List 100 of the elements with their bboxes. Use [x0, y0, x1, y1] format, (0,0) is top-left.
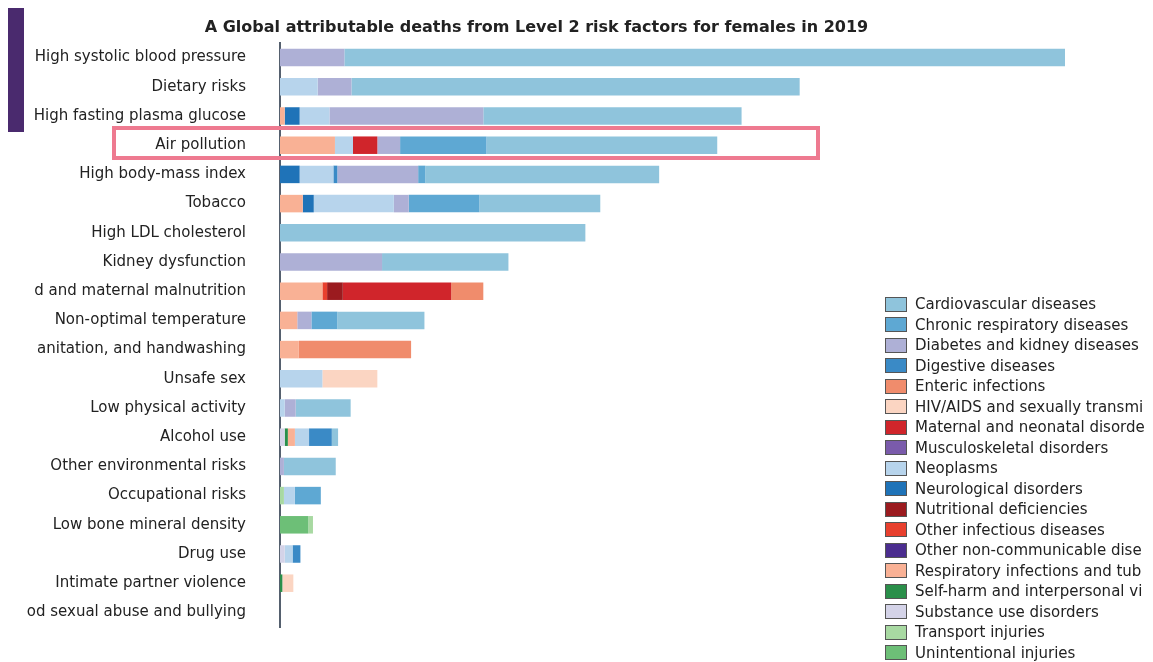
legend-label: Other non-communicable dise: [915, 541, 1142, 560]
y-tick-label: Low physical activity: [90, 397, 247, 416]
legend-label: Neoplasms: [915, 459, 998, 478]
legend-label: Transport injuries: [915, 623, 1045, 642]
bar: [280, 194, 303, 213]
bar: [292, 545, 301, 563]
bar: [486, 136, 718, 154]
legend-label: Musculoskeletal disorders: [915, 438, 1109, 457]
legend-label: Neurological disorders: [915, 479, 1083, 498]
y-tick-label: Low bone mineral density: [52, 514, 247, 533]
y-tick-label: Tobacco: [184, 193, 246, 212]
legend-label: Other infectious diseases: [915, 520, 1105, 539]
y-tick-label: Non-optimal temperature: [54, 310, 246, 329]
bar: [342, 282, 452, 300]
bar: [425, 165, 660, 184]
bar: [317, 78, 352, 96]
legend-label: Self-harm and interpersonal vi: [915, 582, 1143, 601]
bar: [483, 107, 742, 125]
bar: [393, 194, 409, 213]
bar: [280, 428, 285, 446]
bar: [280, 545, 285, 563]
bar: [334, 136, 354, 154]
bar: [344, 48, 1065, 67]
bar: [280, 399, 285, 417]
bar: [280, 253, 383, 271]
bar: [280, 340, 299, 359]
bar: [282, 574, 294, 592]
y-tick-label: anitation, and handwashing: [37, 339, 246, 358]
bar: [329, 107, 484, 125]
bar: [311, 311, 338, 330]
bar: [294, 428, 310, 446]
y-tick-label: High systolic blood pressure: [34, 47, 246, 66]
bar: [280, 457, 284, 476]
bar: [284, 399, 296, 417]
legend-label: Nutritional deficiencies: [915, 500, 1088, 519]
bar: [283, 457, 336, 476]
legend-label: Respiratory infections and tub: [915, 561, 1142, 580]
bar: [382, 253, 509, 271]
y-tick-label: Air pollution: [155, 135, 246, 154]
bar: [280, 165, 300, 184]
bar: [333, 165, 338, 184]
legend-label: Chronic respiratory diseases: [915, 315, 1129, 334]
y-tick-label: Dietary risks: [151, 76, 247, 95]
legend-label: Enteric infections: [915, 377, 1046, 396]
bar: [408, 194, 480, 213]
bar: [353, 136, 378, 154]
bar: [280, 136, 335, 154]
bar: [377, 136, 401, 154]
bar: [295, 399, 351, 417]
bar: [322, 370, 378, 388]
legend-label: Cardiovascular diseases: [915, 295, 1097, 314]
bar: [479, 194, 601, 213]
bar: [308, 516, 313, 534]
bar: [280, 224, 586, 242]
y-tick-label: High body-mass index: [79, 164, 247, 183]
bar: [309, 428, 332, 446]
y-tick-label: High LDL cholesterol: [91, 222, 246, 241]
bar: [284, 428, 288, 446]
bar: [351, 78, 800, 96]
bar: [400, 136, 487, 154]
legend-label: HIV/AIDS and sexually transmi: [915, 397, 1144, 416]
bar: [280, 282, 323, 300]
bar: [322, 282, 328, 300]
bar: [280, 486, 284, 505]
bar: [337, 165, 419, 184]
chart-title: A Global attributable deaths from Level 2 risk factors for females in 2019: [204, 16, 869, 36]
bar: [280, 311, 298, 330]
y-tick-label: Kidney dysfunction: [102, 251, 246, 270]
bar: [294, 486, 321, 505]
bar: [298, 340, 412, 359]
bar: [331, 428, 339, 446]
legend-label: Unintentional injuries: [915, 643, 1076, 662]
bar: [451, 282, 484, 300]
bar: [280, 107, 285, 125]
bar: [297, 311, 312, 330]
y-tick-label: Occupational risks: [107, 485, 247, 504]
legend-label: Diabetes and kidney diseases: [915, 336, 1139, 355]
y-tick-label: Alcohol use: [159, 427, 246, 446]
bar: [284, 545, 293, 563]
bar: [284, 107, 300, 125]
bar: [287, 428, 295, 446]
bar: [280, 48, 345, 67]
bar: [299, 165, 334, 184]
bar: [313, 194, 394, 213]
bar: [280, 370, 323, 388]
legend-label: Maternal and neonatal disorde: [915, 418, 1145, 437]
bar: [337, 311, 425, 330]
y-tick-label: Unsafe sex: [163, 368, 247, 387]
bar: [283, 486, 295, 505]
y-tick-label: High fasting plasma glucose: [33, 105, 246, 124]
legend-label: Digestive diseases: [915, 356, 1055, 375]
legend-label: Substance use disorders: [915, 602, 1099, 621]
bar: [302, 194, 314, 213]
bar: [280, 516, 309, 534]
y-tick-label: Drug use: [177, 543, 246, 562]
bar: [418, 165, 426, 184]
bar: [280, 78, 318, 96]
y-tick-label: od sexual abuse and bullying: [26, 602, 246, 621]
y-tick-label: d and maternal malnutrition: [34, 281, 246, 300]
bar: [299, 107, 330, 125]
